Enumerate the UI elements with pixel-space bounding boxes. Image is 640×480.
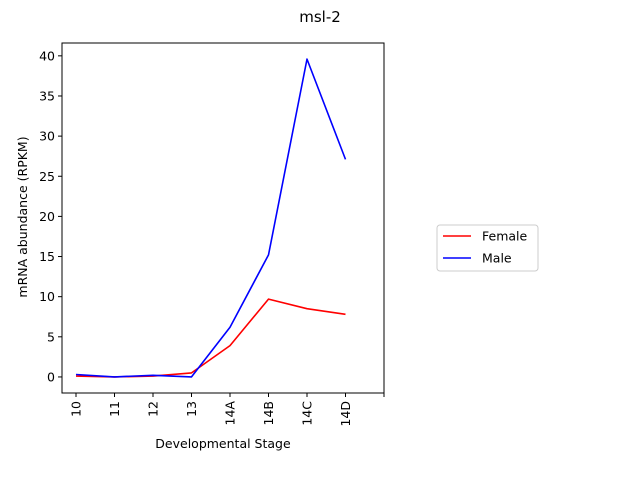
y-tick-label: 15 bbox=[39, 249, 55, 264]
data-point-female bbox=[191, 372, 193, 374]
x-tick-label: 14D bbox=[338, 401, 353, 427]
legend-label-male: Male bbox=[482, 251, 512, 266]
legend: Female Male bbox=[436, 224, 539, 272]
data-point-male bbox=[152, 375, 154, 377]
x-tick-label: 14C bbox=[300, 401, 315, 426]
y-tick-label: 30 bbox=[39, 129, 55, 144]
data-point-male bbox=[75, 374, 77, 376]
data-point-female bbox=[75, 375, 77, 377]
x-axis-label: Developmental Stage bbox=[155, 436, 291, 451]
plot-area bbox=[61, 42, 385, 394]
y-tick-label: 0 bbox=[47, 369, 55, 384]
x-tick-label: 11 bbox=[107, 401, 122, 417]
y-tick-label: 40 bbox=[39, 48, 55, 63]
data-point-female bbox=[306, 308, 308, 310]
data-point-female bbox=[345, 314, 347, 316]
x-tick-label: 12 bbox=[146, 401, 161, 417]
x-tick-label: 14A bbox=[223, 401, 238, 426]
data-point-female bbox=[268, 298, 270, 300]
data-point-male bbox=[268, 254, 270, 256]
series-line-male bbox=[75, 58, 347, 378]
y-tick-label: 10 bbox=[39, 289, 55, 304]
data-point-male bbox=[191, 376, 193, 378]
series-layer bbox=[75, 58, 347, 378]
y-tick-label: 25 bbox=[39, 169, 55, 184]
data-point-male bbox=[229, 326, 231, 328]
x-tick-label: 10 bbox=[69, 401, 84, 417]
data-point-female bbox=[229, 345, 231, 347]
x-axis: 10 11 12 13 14A 14B 14C 14D bbox=[69, 393, 385, 427]
y-axis-label: mRNA abundance (RPKM) bbox=[15, 136, 30, 297]
x-tick-label: 14B bbox=[261, 401, 276, 425]
y-axis: 0 5 10 15 20 25 30 35 40 bbox=[39, 48, 62, 384]
y-tick-label: 5 bbox=[47, 329, 55, 344]
legend-label-female: Female bbox=[482, 229, 528, 244]
y-tick-label: 35 bbox=[39, 88, 55, 103]
data-point-male bbox=[114, 376, 116, 378]
data-point-male bbox=[345, 159, 347, 161]
plot-frame bbox=[61, 42, 385, 394]
y-tick-label: 20 bbox=[39, 209, 55, 224]
data-point-male bbox=[306, 58, 308, 60]
x-tick-label: 13 bbox=[184, 401, 199, 417]
chart-title: msl-2 bbox=[299, 8, 341, 26]
